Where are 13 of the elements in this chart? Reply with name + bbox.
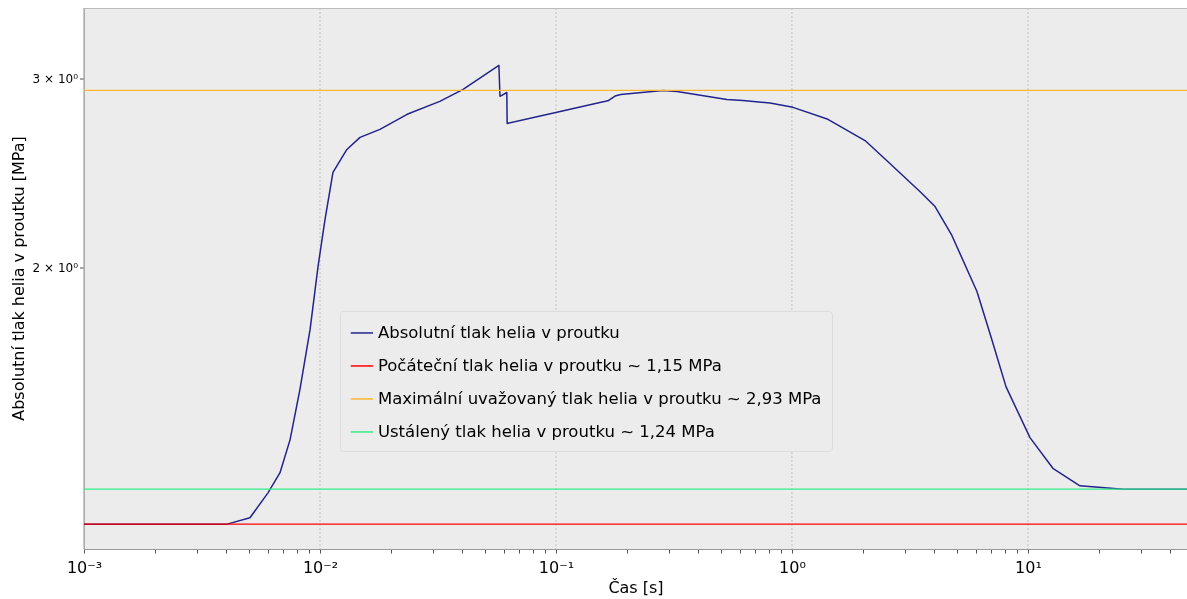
y-tick-label: 3 × 10⁰	[32, 72, 79, 87]
legend-label: Ustálený tlak helia v proutku ~ 1,24 MPa	[377, 421, 715, 441]
legend-label: Maximální uvažovaný tlak helia v proutku ~ 2,93 MPa	[377, 388, 822, 408]
x-tick-label: 10⁻³	[66, 557, 103, 577]
legend-label: Počáteční tlak helia v proutku ~ 1,15 MPa	[377, 355, 722, 375]
x-tick-label: 10⁰	[779, 557, 806, 577]
x-tick-label: 10⁻²	[302, 557, 339, 577]
y-axis-title: Absolutní tlak helia v proutku [MPa]	[8, 136, 28, 421]
legend-label: Absolutní tlak helia v proutku	[377, 322, 620, 342]
x-tick-label: 10⁻¹	[538, 557, 575, 577]
y-tick-label: 2 × 10⁰	[32, 260, 79, 275]
x-tick-label: 10¹	[1015, 557, 1042, 577]
x-axis-title: Čas [s]	[608, 577, 664, 597]
